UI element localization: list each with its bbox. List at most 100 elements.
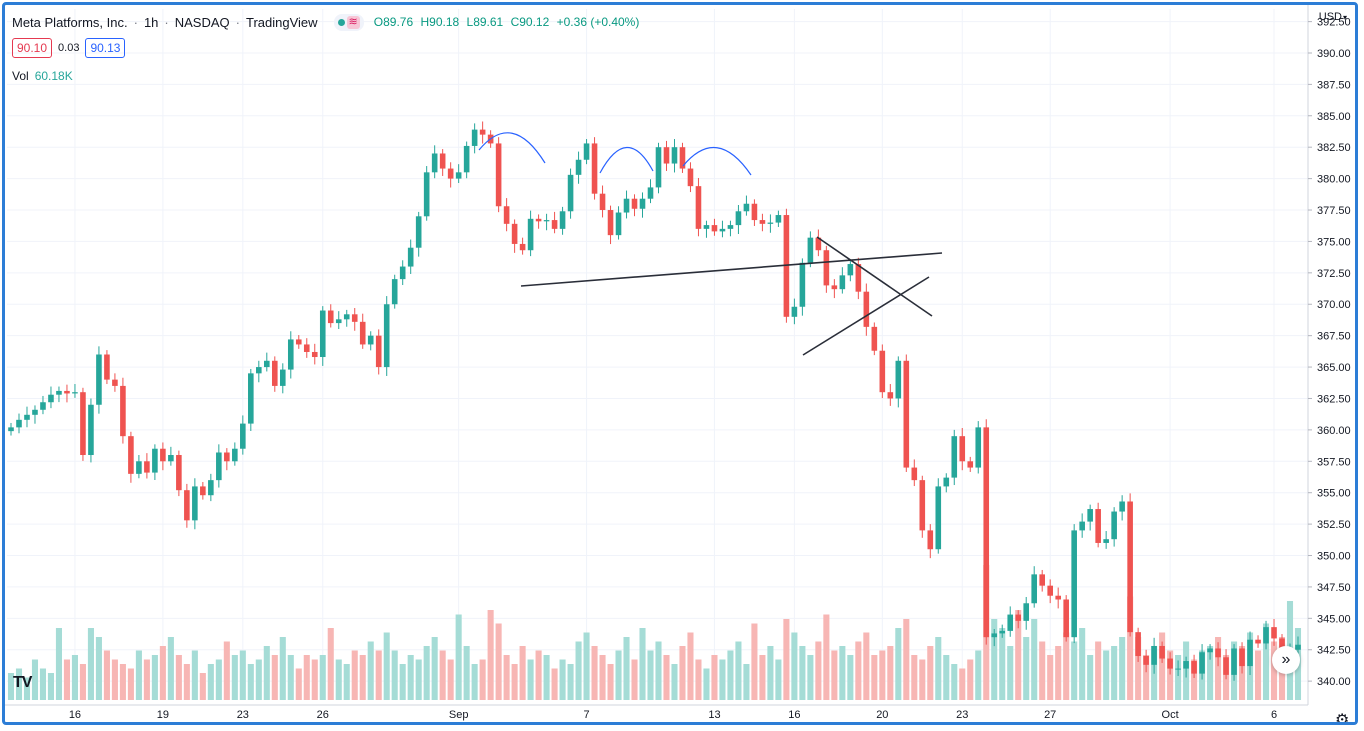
price-tick-label: 390.00 [1317,48,1351,60]
volume-bar [1215,637,1222,700]
candle-body [655,147,662,188]
candle-body [1231,648,1237,675]
volume-bars [7,565,1302,700]
volume-bar [951,664,958,700]
volume-bar [631,659,638,700]
candle-body [1199,652,1205,674]
price-tick-label: 377.50 [1317,205,1351,217]
symbol-header[interactable]: Meta Platforms, Inc. · 1h · NASDAQ · Tra… [12,13,640,31]
candle-body [264,360,270,368]
time-tick-label: 23 [956,709,968,721]
volume-legend[interactable]: Vol 60.18K [12,69,73,83]
candle-body [1159,645,1165,659]
candle-body [8,427,14,432]
candle-body [703,225,710,229]
candle-body [671,147,678,164]
head-shoulders-arc-right [682,147,752,176]
volume-bar [279,637,286,700]
candle-body [847,264,854,276]
candle-body [887,392,894,399]
ohlc-open: O89.76 [373,15,414,29]
candle-body [951,436,958,478]
time-tick-label: 23 [237,709,249,721]
volume-bar [1175,655,1182,700]
symbol-name[interactable]: Meta Platforms, Inc. [12,14,128,30]
volume-bar [1031,619,1038,700]
triangle-lower-trendline [802,276,930,356]
buy-price-button[interactable]: 90.13 [85,38,126,58]
gear-icon[interactable]: ⚙ [1335,712,1350,725]
volume-bar [423,646,430,700]
candle-body [807,237,814,263]
price-tick-label: 345.00 [1317,613,1351,625]
candle-body [1087,509,1093,522]
volume-bar [735,641,742,700]
volume-bar [1039,641,1046,700]
volume-value: 60.18K [34,69,73,83]
volume-bar [247,664,254,700]
head-shoulders-arc-head [599,146,654,174]
volume-bar [663,655,670,700]
volume-bar [895,628,902,700]
price-chart[interactable]: 340.00 342.50 345.00 347.50 350.00 352.50 355.… [5,5,1358,725]
scroll-to-realtime-button[interactable]: » [1272,646,1300,674]
candle-body [279,369,286,386]
volume-bar [911,655,918,700]
interval[interactable]: 1h [143,14,159,30]
candle-body [1263,627,1269,644]
price-tick-label: 340.00 [1317,676,1351,688]
candle-body [271,360,278,386]
candle-body [375,335,382,368]
candle-body [287,339,294,370]
candle-body [543,220,550,222]
tradingview-logo[interactable]: TV [13,674,32,691]
candle-body [1031,574,1038,604]
volume-bar [207,664,214,700]
volume-bar [991,619,998,700]
volume-bar [263,646,270,700]
price-tick-label: 372.50 [1317,268,1351,280]
volume-bar [1015,610,1022,700]
price-tick-label: 352.50 [1317,519,1351,531]
candle-body [88,404,94,456]
volume-bar [135,650,142,700]
volume-bar [143,659,150,700]
candle-body [327,310,334,324]
candle-body [144,461,150,473]
volume-bar [351,650,358,700]
candle-body [439,153,446,169]
market-status-pill[interactable]: ≋ [333,13,364,31]
volume-bar [1167,650,1174,700]
spread-value: 0.03 [58,42,80,54]
candle-body [256,367,262,374]
candle-body [639,198,646,209]
volume-bar [1079,628,1086,700]
candle-body [192,486,198,521]
candle-body [735,211,742,226]
candle-body [40,402,46,410]
volume-bar [1071,641,1078,700]
volume-bar [1095,641,1102,700]
volume-bar [823,614,830,700]
volume-bar [415,659,422,700]
candle-body [495,143,502,207]
candle-body [407,247,414,267]
candle-body [879,350,886,393]
sell-price-button[interactable]: 90.10 [12,38,53,58]
candle-body [1191,661,1197,674]
candle-body [567,174,574,212]
volume-bar [1023,637,1030,700]
volume-bar [1207,646,1214,700]
volume-bar [863,632,870,700]
volume-bar [199,673,206,700]
volume-bar [359,655,366,700]
price-tick-label: 367.50 [1317,331,1351,343]
candle-body [959,436,966,462]
volume-bar [223,641,230,700]
volume-bar [15,668,23,700]
price-tick-label: 380.00 [1317,174,1351,186]
volume-bar [623,637,630,700]
volume-bar [727,650,734,700]
price-tick-label: 355.00 [1317,488,1351,500]
currency-label[interactable]: USD▾ [1318,11,1347,23]
